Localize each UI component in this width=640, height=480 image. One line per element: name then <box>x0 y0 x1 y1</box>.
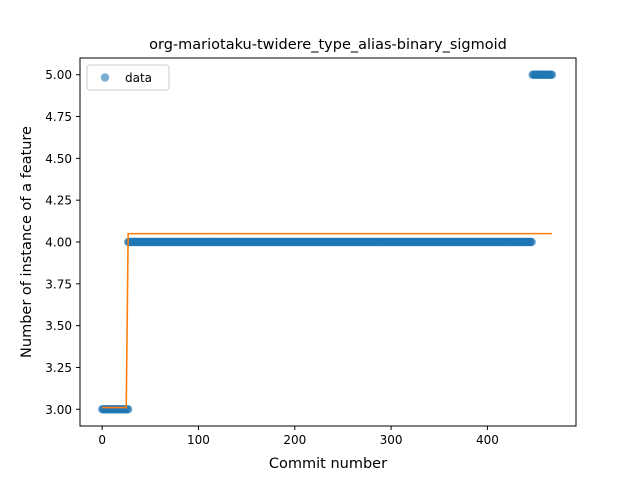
x-tick-label: 100 <box>187 433 210 447</box>
y-tick-label: 4.00 <box>45 236 72 250</box>
y-axis-label: Number of instance of a feature <box>19 126 35 358</box>
x-tick-label: 200 <box>283 433 306 447</box>
y-tick-label: 3.25 <box>45 361 72 375</box>
y-tick-label: 4.50 <box>45 152 72 166</box>
data-point <box>547 70 557 79</box>
x-tick-label: 400 <box>476 433 499 447</box>
y-tick-label: 4.75 <box>45 110 72 124</box>
x-tick-label: 0 <box>98 433 106 447</box>
y-tick-label: 3.00 <box>45 403 72 417</box>
y-tick-label: 3.50 <box>45 319 72 333</box>
y-tick-label: 3.75 <box>45 277 72 291</box>
data-point <box>527 237 536 247</box>
x-axis-label: Commit number <box>269 456 387 472</box>
data-layer <box>97 70 557 414</box>
legend-label: data <box>125 71 152 85</box>
chart-title: org-mariotaku-twidere_type_alias-binary_… <box>149 37 507 53</box>
data-point <box>123 405 133 414</box>
x-tick-label: 300 <box>380 433 403 447</box>
plot-area: 0 100 200 300 400 3.00 3.25 3.50 3.75 4.00 4.25 4.5… <box>45 57 577 447</box>
legend-box <box>86 64 170 91</box>
legend-marker <box>100 73 110 82</box>
fit-line <box>102 232 552 409</box>
y-tick-label: 4.25 <box>45 194 72 208</box>
y-tick-label: 5.00 <box>45 68 72 82</box>
